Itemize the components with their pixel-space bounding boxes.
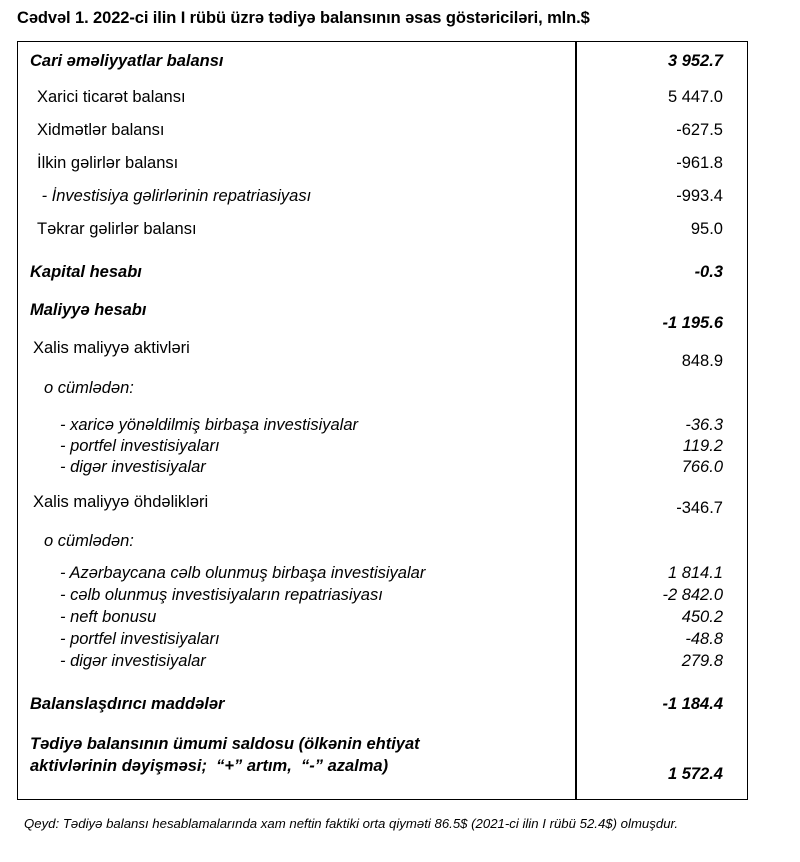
row-value: -1 195.6 xyxy=(662,314,723,332)
row-value: -993.4 xyxy=(676,187,723,205)
row-value: -0.3 xyxy=(694,263,723,281)
row-label: - xaricə yönəldilmiş birbaşa investisiya… xyxy=(60,416,359,434)
row-value: -627.5 xyxy=(676,121,723,139)
row-label: İlkin gəlirlər balansı xyxy=(37,154,179,172)
page-title: Cədvəl 1. 2022-ci ilin I rübü üzrə tədiy… xyxy=(17,9,590,27)
row-value: -36.3 xyxy=(685,416,723,434)
row-value: 3 952.7 xyxy=(667,52,723,70)
balance-of-payments-table: Cari əməliyyatlar balansı 3 952.7 Xarici… xyxy=(17,41,748,800)
row-value: -346.7 xyxy=(676,499,723,517)
row-value: -2 842.0 xyxy=(662,586,723,604)
row-label: Maliyyə hesabı xyxy=(30,301,147,319)
row-value: 766.0 xyxy=(681,458,723,476)
row-label: - portfel investisiyaları xyxy=(60,437,220,455)
row-label: - portfel investisiyaları xyxy=(60,630,220,648)
row-label: Təkrar gəlirlər balansı xyxy=(37,220,197,238)
row-value: 95.0 xyxy=(690,220,723,238)
row-value: -961.8 xyxy=(676,154,723,172)
row-label: o cümlədən: xyxy=(44,532,134,550)
row-label: Cari əməliyyatlar balansı xyxy=(30,52,224,70)
row-label: Kapital hesabı xyxy=(30,263,142,281)
row-value: 279.8 xyxy=(681,652,723,670)
row-value: 5 447.0 xyxy=(667,88,723,106)
row-label: - Azərbaycana cəlb olunmuş birbaşa inves… xyxy=(60,564,426,582)
row-value: 119.2 xyxy=(682,437,723,455)
row-label: - İnvestisiya gəlirlərinin repatriasiyas… xyxy=(37,187,312,205)
row-label: - neft bonusu xyxy=(60,608,157,626)
row-value: -48.8 xyxy=(685,630,723,648)
row-label: Xalis maliyyə öhdəlikləri xyxy=(33,493,209,511)
row-value: 1 572.4 xyxy=(667,765,723,783)
row-value: 1 814.1 xyxy=(667,564,723,582)
row-label: Balanslaşdırıcı maddələr xyxy=(30,695,225,713)
row-label: o cümlədən: xyxy=(44,379,134,397)
row-value: 848.9 xyxy=(681,352,723,370)
footnote: Qeyd: Tədiyə balansı hesablamalarında xa… xyxy=(24,816,679,831)
row-value: -1 184.4 xyxy=(662,695,723,713)
column-divider xyxy=(575,42,577,799)
row-label: Xalis maliyyə aktivləri xyxy=(33,339,190,357)
row-label: Xarici ticarət balansı xyxy=(37,88,186,106)
row-label: - digər investisiyalar xyxy=(60,458,206,476)
row-label: - digər investisiyalar xyxy=(60,652,206,670)
row-label: Xidmətlər balansı xyxy=(37,121,165,139)
row-label: - cəlb olunmuş investisiyaların repatria… xyxy=(60,586,383,604)
row-label-line-1: Tədiyə balansının ümumi saldosu (ölkənin… xyxy=(30,735,420,753)
row-label-line-2: aktivlərinin dəyişməsi; “+” artım, “-” a… xyxy=(30,757,389,775)
row-value: 450.2 xyxy=(681,608,723,626)
